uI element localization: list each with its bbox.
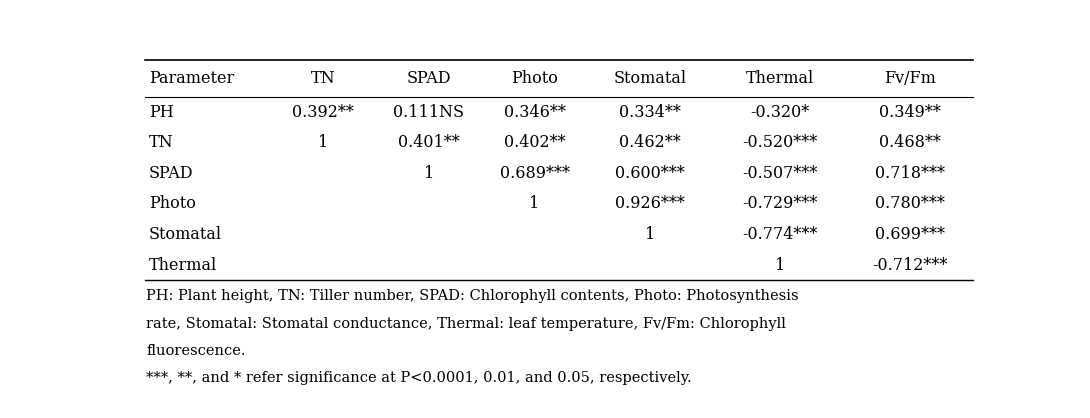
- Text: 0.401**: 0.401**: [398, 134, 460, 151]
- Text: Photo: Photo: [149, 195, 196, 212]
- Text: 0.462**: 0.462**: [619, 134, 681, 151]
- Text: Thermal: Thermal: [746, 70, 814, 87]
- Text: 0.600***: 0.600***: [615, 165, 685, 182]
- Text: Thermal: Thermal: [149, 257, 217, 273]
- Text: -0.320*: -0.320*: [750, 104, 810, 121]
- Text: 1: 1: [424, 165, 434, 182]
- Text: Photo: Photo: [511, 70, 558, 87]
- Text: 1: 1: [530, 195, 540, 212]
- Text: 0.349**: 0.349**: [879, 104, 941, 121]
- Text: 0.780***: 0.780***: [875, 195, 945, 212]
- Text: TN: TN: [311, 70, 335, 87]
- Text: PH: Plant height, TN: Tiller number, SPAD: Chlorophyll contents, Photo: Photosyn: PH: Plant height, TN: Tiller number, SPA…: [146, 289, 799, 303]
- Text: 1: 1: [317, 134, 328, 151]
- Text: -0.712***: -0.712***: [872, 257, 947, 273]
- Text: -0.507***: -0.507***: [742, 165, 818, 182]
- Text: -0.520***: -0.520***: [742, 134, 818, 151]
- Text: Fv/Fm: Fv/Fm: [884, 70, 936, 87]
- Text: SPAD: SPAD: [149, 165, 193, 182]
- Text: 0.926***: 0.926***: [615, 195, 685, 212]
- Text: -0.729***: -0.729***: [742, 195, 818, 212]
- Text: 0.402**: 0.402**: [504, 134, 566, 151]
- Text: 0.334**: 0.334**: [619, 104, 681, 121]
- Text: 0.346**: 0.346**: [504, 104, 566, 121]
- Text: rate, Stomatal: Stomatal conductance, Thermal: leaf temperature, Fv/Fm: Chloroph: rate, Stomatal: Stomatal conductance, Th…: [146, 317, 786, 331]
- Text: Stomatal: Stomatal: [149, 226, 222, 243]
- Text: 0.699***: 0.699***: [875, 226, 945, 243]
- Text: 0.689***: 0.689***: [499, 165, 570, 182]
- Text: Stomatal: Stomatal: [614, 70, 687, 87]
- Text: 1: 1: [775, 257, 785, 273]
- Text: fluorescence.: fluorescence.: [146, 344, 246, 358]
- Text: 0.718***: 0.718***: [875, 165, 945, 182]
- Text: -0.774***: -0.774***: [742, 226, 818, 243]
- Text: 0.111NS: 0.111NS: [393, 104, 464, 121]
- Text: SPAD: SPAD: [407, 70, 451, 87]
- Text: Parameter: Parameter: [149, 70, 234, 87]
- Text: PH: PH: [149, 104, 173, 121]
- Text: 0.468**: 0.468**: [879, 134, 941, 151]
- Text: TN: TN: [149, 134, 173, 151]
- Text: 1: 1: [645, 226, 655, 243]
- Text: ***, **, and * refer significance at P<0.0001, 0.01, and 0.05, respectively.: ***, **, and * refer significance at P<0…: [146, 372, 692, 385]
- Text: 0.392**: 0.392**: [292, 104, 354, 121]
